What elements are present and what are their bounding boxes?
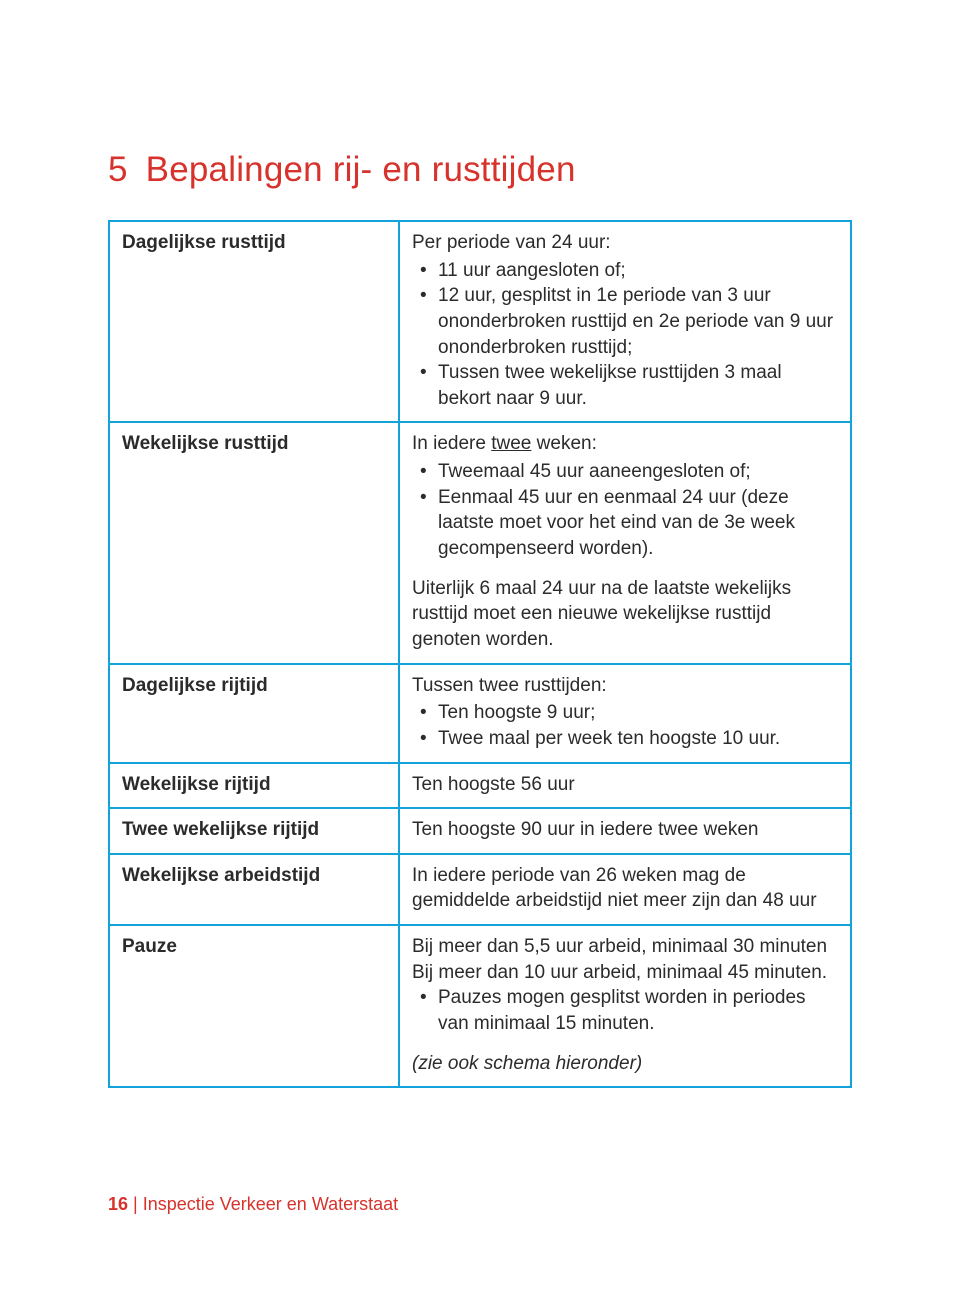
list-item: 11 uur aangesloten of; <box>438 258 838 284</box>
row-label: Wekelijkse rijtijd <box>109 763 399 809</box>
chapter-number: 5 <box>108 150 128 189</box>
row-content: Tussen twee rusttijden: Ten hoogste 9 uu… <box>399 664 851 763</box>
row-content: Bij meer dan 5,5 uur arbeid, minimaal 30… <box>399 925 851 1087</box>
footer-separator: | <box>128 1194 143 1214</box>
chapter-title: Bepalingen rij- en rusttijden <box>146 150 576 189</box>
intro-text: Tussen twee rusttijden: <box>412 673 838 699</box>
bullet-list: Tweemaal 45 uur aaneengesloten of; Eenma… <box>412 459 838 562</box>
paragraph: Bij meer dan 10 uur arbeid, minimaal 45 … <box>412 960 838 986</box>
row-label: Pauze <box>109 925 399 1087</box>
row-content: In iedere periode van 26 weken mag de ge… <box>399 854 851 925</box>
row-label: Dagelijkse rijtijd <box>109 664 399 763</box>
list-item: Pauzes mogen gesplitst worden in periode… <box>438 985 838 1036</box>
row-content: Per periode van 24 uur: 11 uur aangeslot… <box>399 221 851 422</box>
note-text: (zie ook schema hieronder) <box>412 1051 838 1077</box>
table-row: Wekelijkse rijtijd Ten hoogste 56 uur <box>109 763 851 809</box>
paragraph: Bij meer dan 5,5 uur arbeid, minimaal 30… <box>412 934 838 960</box>
list-item: Ten hoogste 9 uur; <box>438 700 838 726</box>
paragraph: Uiterlijk 6 maal 24 uur na de laatste we… <box>412 576 838 653</box>
list-item: Twee maal per week ten hoogste 10 uur. <box>438 726 838 752</box>
list-item: Tweemaal 45 uur aaneengesloten of; <box>438 459 838 485</box>
bullet-list: Pauzes mogen gesplitst worden in periode… <box>412 985 838 1036</box>
intro-text: In iedere twee weken: <box>412 431 838 457</box>
row-label: Dagelijkse rusttijd <box>109 221 399 422</box>
footer-org: Inspectie Verkeer en Waterstaat <box>143 1194 398 1214</box>
row-content: Ten hoogste 90 uur in iedere twee weken <box>399 808 851 854</box>
row-label: Twee wekelijkse rijtijd <box>109 808 399 854</box>
regulations-table: Dagelijkse rusttijd Per periode van 24 u… <box>108 220 852 1088</box>
chapter-heading: 5 Bepalingen rij- en rusttijden <box>108 150 852 190</box>
table-row: Pauze Bij meer dan 5,5 uur arbeid, minim… <box>109 925 851 1087</box>
document-page: 5 Bepalingen rij- en rusttijden Dagelijks… <box>0 0 960 1305</box>
row-label: Wekelijkse arbeidstijd <box>109 854 399 925</box>
list-item: Eenmaal 45 uur en eenmaal 24 uur (deze l… <box>438 485 838 562</box>
row-content: Ten hoogste 56 uur <box>399 763 851 809</box>
table-row: Twee wekelijkse rijtijd Ten hoogste 90 u… <box>109 808 851 854</box>
page-number: 16 <box>108 1194 128 1214</box>
row-content: In iedere twee weken: Tweemaal 45 uur aa… <box>399 422 851 663</box>
table-row: Dagelijkse rusttijd Per periode van 24 u… <box>109 221 851 422</box>
page-footer: 16 | Inspectie Verkeer en Waterstaat <box>108 1194 398 1215</box>
bullet-list: 11 uur aangesloten of; 12 uur, gesplitst… <box>412 258 838 412</box>
underlined-word: twee <box>491 433 531 454</box>
table-row: Wekelijkse arbeidstijd In iedere periode… <box>109 854 851 925</box>
list-item: 12 uur, gesplitst in 1e periode van 3 uu… <box>438 283 838 360</box>
row-label: Wekelijkse rusttijd <box>109 422 399 663</box>
list-item: Tussen twee wekelijkse rusttijden 3 maal… <box>438 360 838 411</box>
intro-text: Per periode van 24 uur: <box>412 230 838 256</box>
bullet-list: Ten hoogste 9 uur; Twee maal per week te… <box>412 700 838 751</box>
table-row: Wekelijkse rusttijd In iedere twee weken… <box>109 422 851 663</box>
table-row: Dagelijkse rijtijd Tussen twee rusttijde… <box>109 664 851 763</box>
